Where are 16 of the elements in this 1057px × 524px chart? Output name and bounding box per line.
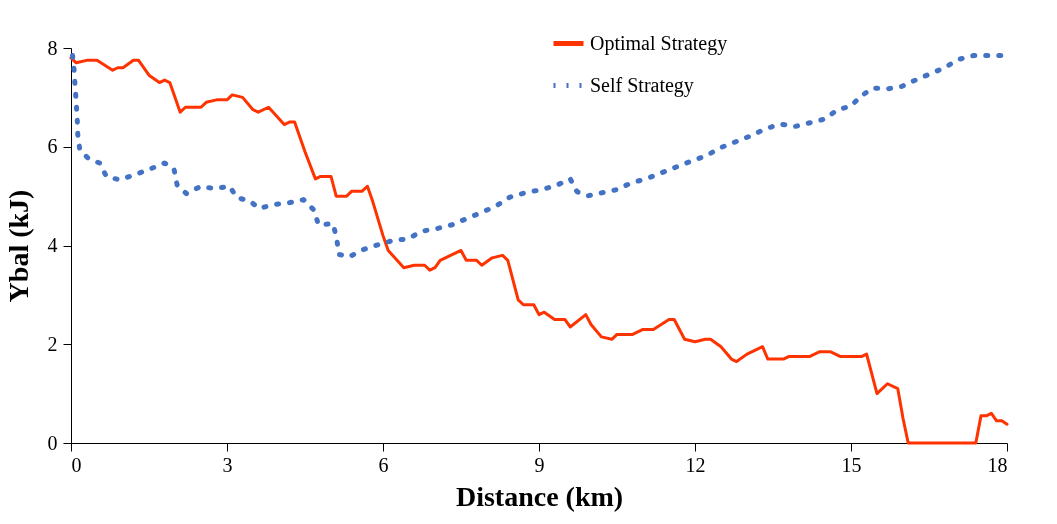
x-tick-label: 18 bbox=[987, 453, 1008, 476]
y-axis-title: Υbal (kJ) bbox=[2, 189, 34, 303]
y-tick-label: 0 bbox=[47, 431, 58, 454]
x-tick-label: 6 bbox=[378, 453, 389, 476]
x-tick-label: 0 bbox=[71, 453, 82, 476]
x-axis-title: Distance (km) bbox=[455, 480, 624, 512]
y-tick-label: 4 bbox=[47, 234, 58, 256]
legend-label: Optimal Strategy bbox=[590, 31, 728, 55]
x-tick-label: 9 bbox=[534, 453, 545, 476]
y-tick-label: 2 bbox=[47, 332, 58, 355]
y-tick-label: 6 bbox=[47, 135, 58, 158]
legend-label: Self Strategy bbox=[590, 73, 694, 97]
y-tick-label: 8 bbox=[47, 36, 58, 59]
x-tick-label: 15 bbox=[841, 453, 862, 476]
x-tick-label: 12 bbox=[685, 453, 706, 476]
x-tick-label: 3 bbox=[222, 453, 233, 476]
